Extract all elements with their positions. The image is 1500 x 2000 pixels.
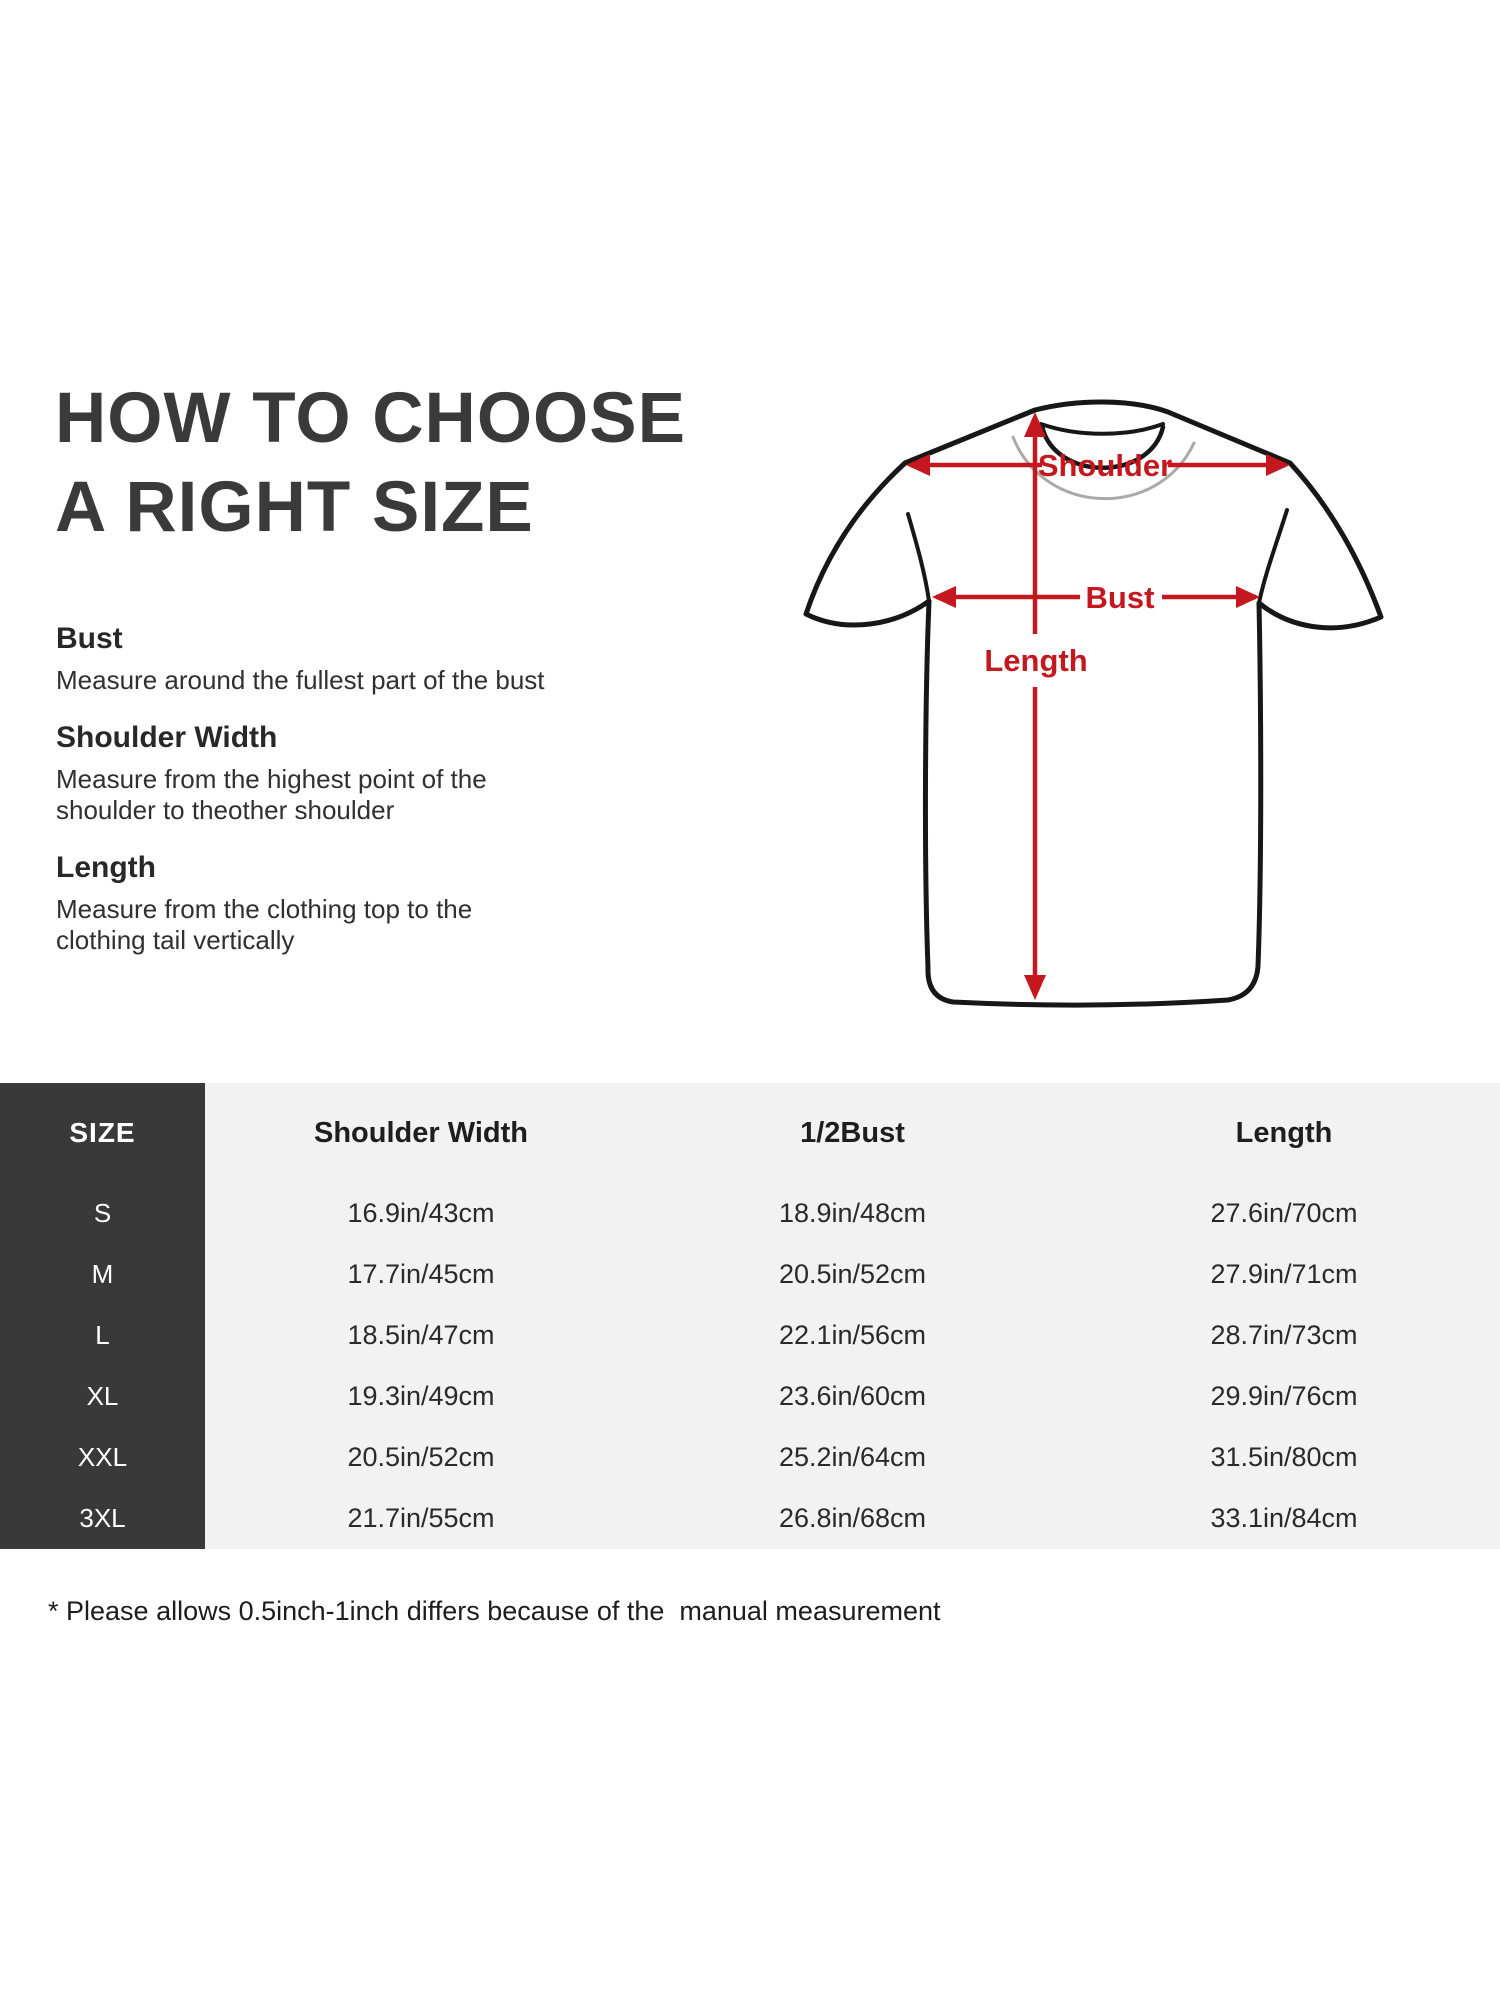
tshirt-measurement-diagram: Shoulder Bust Length xyxy=(803,399,1384,1008)
size-table-header-length: Length xyxy=(1068,1083,1500,1183)
length-arrowhead-bottom xyxy=(1024,975,1046,1000)
collar-band-line xyxy=(1039,422,1165,436)
right-armhole-seam xyxy=(1257,508,1289,605)
measurement-instructions: Bust Measure around the fullest part of … xyxy=(56,622,596,981)
instruction-length-heading: Length xyxy=(56,851,156,884)
bust-arrowhead-right xyxy=(1236,586,1260,608)
size-table-header-size: SIZE xyxy=(0,1083,205,1183)
instruction-length: Length Measure from the clothing top to … xyxy=(56,851,596,956)
table-value: 19.3in/49cm xyxy=(205,1366,637,1427)
instruction-bust-heading: Bust xyxy=(56,622,123,655)
size-cell: XXL xyxy=(0,1427,205,1488)
bust-arrowhead-left xyxy=(932,586,956,608)
table-value: 17.7in/45cm xyxy=(205,1244,637,1305)
measurement-disclaimer: * Please allows 0.5inch-1inch differs be… xyxy=(48,1596,941,1626)
instruction-shoulder-body: Measure from the highest point of the sh… xyxy=(56,764,487,825)
shoulder-label: Shoulder xyxy=(1038,448,1172,483)
shoulder-arrowhead-right xyxy=(1266,454,1290,476)
table-value: 25.2in/64cm xyxy=(637,1427,1068,1488)
size-cell: S xyxy=(0,1183,205,1244)
table-value: 16.9in/43cm xyxy=(205,1183,637,1244)
shoulder-arrowhead-left xyxy=(906,454,930,476)
instruction-bust-body: Measure around the fullest part of the b… xyxy=(56,665,545,695)
length-label: Length xyxy=(984,643,1087,678)
size-cell: L xyxy=(0,1305,205,1366)
size-cell: XL xyxy=(0,1366,205,1427)
table-value: 26.8in/68cm xyxy=(637,1488,1068,1549)
table-value: 29.9in/76cm xyxy=(1068,1366,1500,1427)
table-value: 18.5in/47cm xyxy=(205,1305,637,1366)
shoulder-arrow xyxy=(906,454,1290,476)
instruction-length-body: Measure from the clothing top to the clo… xyxy=(56,894,473,955)
table-value: 28.7in/73cm xyxy=(1068,1305,1500,1366)
size-cell: 3XL xyxy=(0,1488,205,1549)
page-title-line2: A RIGHT SIZE xyxy=(55,468,534,547)
table-value: 33.1in/84cm xyxy=(1068,1488,1500,1549)
tshirt-outline xyxy=(803,399,1384,1008)
bust-arrow xyxy=(932,586,1260,608)
table-value: 20.5in/52cm xyxy=(637,1244,1068,1305)
table-value: 18.9in/48cm xyxy=(637,1183,1068,1244)
size-cell: M xyxy=(0,1244,205,1305)
size-table-header-halfbust: 1/2Bust xyxy=(637,1083,1068,1183)
page-title: HOW TO CHOOSE A RIGHT SIZE xyxy=(55,374,686,552)
table-value: 21.7in/55cm xyxy=(205,1488,637,1549)
left-armhole-seam xyxy=(906,512,931,603)
table-value: 20.5in/52cm xyxy=(205,1427,637,1488)
instruction-shoulder-heading: Shoulder Width xyxy=(56,721,278,754)
instruction-bust: Bust Measure around the fullest part of … xyxy=(56,622,596,696)
size-table: SIZE Shoulder Width 1/2Bust Length S 16.… xyxy=(0,1083,1500,1549)
instruction-shoulder-width: Shoulder Width Measure from the highest … xyxy=(56,721,596,826)
table-value: 23.6in/60cm xyxy=(637,1366,1068,1427)
length-arrow xyxy=(1024,412,1046,1000)
table-value: 31.5in/80cm xyxy=(1068,1427,1500,1488)
table-value: 27.6in/70cm xyxy=(1068,1183,1500,1244)
size-table-header-shoulder: Shoulder Width xyxy=(205,1083,637,1183)
page-title-line1: HOW TO CHOOSE xyxy=(55,379,686,458)
bust-label: Bust xyxy=(1086,580,1155,615)
table-value: 22.1in/56cm xyxy=(637,1305,1068,1366)
length-arrowhead-top xyxy=(1024,412,1046,437)
collar-opening xyxy=(1039,423,1166,470)
table-value: 27.9in/71cm xyxy=(1068,1244,1500,1305)
